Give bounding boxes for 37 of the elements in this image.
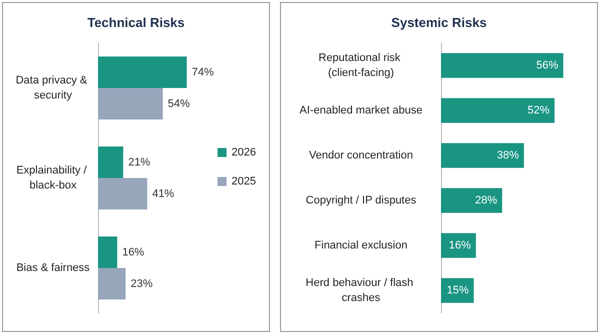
data-label: 56% (536, 60, 558, 72)
chart-title: Systemic Risks (391, 15, 487, 30)
data-label: 16% (122, 246, 144, 258)
y-tick-label: Data privacy & security (16, 74, 90, 102)
bar (441, 233, 476, 258)
data-label: 15% (446, 284, 469, 296)
bar (98, 56, 187, 88)
bar (441, 53, 564, 78)
bar (98, 178, 148, 210)
y-tick-label: Financial exclusion (314, 240, 408, 252)
data-label: 52% (528, 104, 550, 116)
y-tick-label: AI-enabled market abuse (300, 104, 422, 116)
y-tick-label: Vendor concentration (309, 150, 413, 162)
bar (441, 98, 555, 123)
legend-label: 2025 (232, 176, 256, 188)
y-tick-label: Copyright / IP disputes (306, 194, 417, 206)
data-label: 54% (168, 98, 190, 110)
bar (98, 88, 163, 120)
data-label: 38% (496, 150, 520, 162)
bar (98, 146, 124, 178)
data-label: 23% (130, 278, 153, 290)
y-tick-label: Herd behaviour / flash crashes (306, 277, 416, 304)
data-label: 21% (128, 156, 150, 168)
data-label: 74% (192, 66, 214, 78)
bar (98, 236, 118, 268)
data-label: 28% (475, 194, 498, 206)
bar (441, 278, 474, 303)
y-tick-label: Bias & fairness (16, 262, 90, 274)
bar (98, 268, 126, 300)
bar (441, 143, 524, 168)
y-tick-label: Explainability / black-box (16, 164, 90, 192)
chart-title: Technical Risks (87, 15, 185, 30)
legend-label: 2026 (232, 146, 256, 158)
bar (441, 188, 502, 213)
data-label: 41% (152, 188, 174, 200)
data-label: 16% (448, 240, 472, 252)
y-tick-label: Reputational risk (client-facing) (318, 52, 404, 79)
